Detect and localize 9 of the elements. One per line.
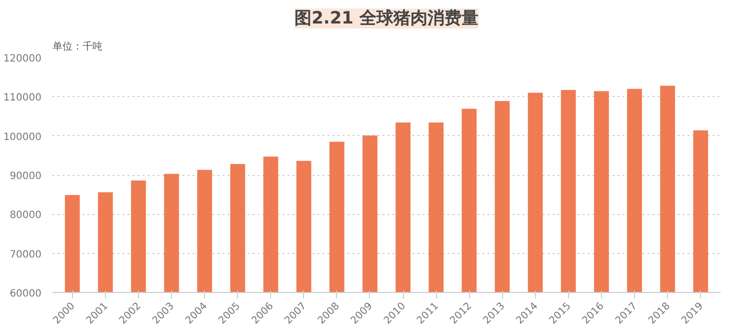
chart-title: 图2.21 全球猪肉消费量 [294,8,478,28]
y-tick-label: 90000 [10,171,42,182]
y-tick-label: 120000 [3,54,42,64]
y-tick-label: 60000 [10,288,42,300]
y-tick-label: 100000 [3,132,42,143]
y-tick-label: 80000 [10,210,42,222]
y-tick-label: 70000 [10,249,42,260]
y-tick-label: 110000 [3,92,42,104]
text: 单位：千吨 [52,40,102,52]
